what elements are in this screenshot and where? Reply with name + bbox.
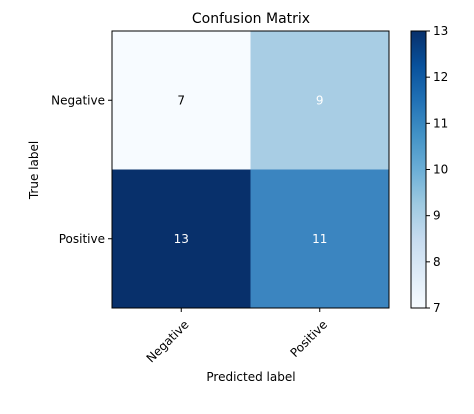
cell-value-label: 9 <box>316 93 324 107</box>
heatmap-cell-negative-positive <box>250 31 389 170</box>
y-axis-label: True label <box>27 141 41 200</box>
plot-frame <box>111 30 390 309</box>
chart-title: Confusion Matrix <box>192 11 310 27</box>
colorbar-tick-label: 9 <box>433 209 441 223</box>
colorbar-tick-label: 11 <box>433 116 448 130</box>
cell-value-label: 13 <box>174 232 189 246</box>
colorbar-tick-label: 7 <box>433 301 441 315</box>
x-tick-label: Negative <box>144 317 192 365</box>
y-axis-ticks: Negative Positive <box>51 93 112 246</box>
heatmap-cell-negative-negative <box>112 31 251 170</box>
y-tick-label: Negative <box>51 93 105 107</box>
heatmap-cell-positive-positive <box>250 169 389 308</box>
colorbar-ticks: 7 8 9 10 11 12 13 <box>426 24 448 315</box>
x-axis-ticks: Negative Positive <box>144 308 330 365</box>
x-axis-label: Predicted label <box>206 370 295 384</box>
heatmap-cell-labels: 7 9 13 11 <box>174 93 328 246</box>
x-tick-label: Positive <box>287 317 330 360</box>
colorbar-tick-label: 13 <box>433 24 448 38</box>
colorbar-tick-label: 12 <box>433 70 448 84</box>
heatmap-cells <box>112 31 389 308</box>
cell-value-label: 11 <box>312 232 327 246</box>
heatmap-cell-positive-negative <box>112 169 251 308</box>
colorbar-gradient <box>410 30 427 309</box>
colorbar-tick-label: 8 <box>433 255 441 269</box>
colorbar-tick-label: 10 <box>433 163 448 177</box>
cell-value-label: 7 <box>177 93 185 107</box>
colorbar: 7 8 9 10 11 12 13 <box>410 24 448 315</box>
y-tick-label: Positive <box>59 232 105 246</box>
